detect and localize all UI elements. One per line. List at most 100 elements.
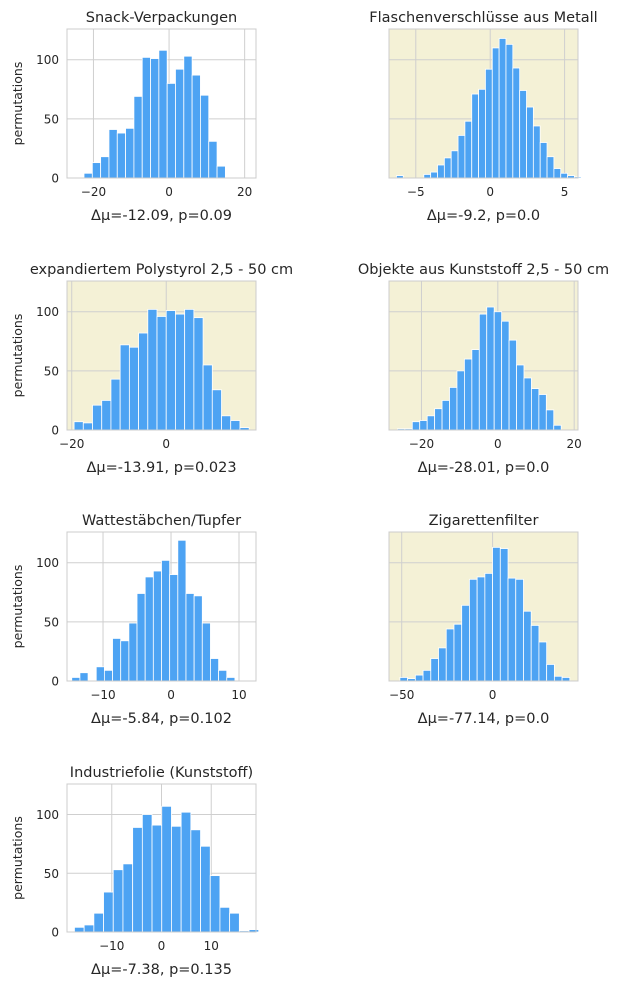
histogram-bar bbox=[101, 400, 112, 431]
histogram-bar bbox=[112, 638, 122, 682]
histogram-bar bbox=[132, 827, 143, 933]
histogram-bar bbox=[210, 658, 220, 682]
x-tick-label: 0 bbox=[167, 688, 175, 702]
histogram-bar bbox=[443, 157, 452, 179]
histogram-bar bbox=[147, 308, 158, 431]
histogram-bar bbox=[128, 622, 138, 682]
histogram-bar bbox=[229, 912, 240, 933]
histogram-bar bbox=[553, 424, 562, 431]
histogram-bar bbox=[476, 576, 486, 682]
histogram-bar bbox=[519, 90, 527, 179]
x-tick-label: 10 bbox=[231, 688, 246, 702]
x-tick-label: −20 bbox=[59, 437, 84, 451]
histogram-bar bbox=[116, 132, 126, 179]
x-tick-label: 5 bbox=[561, 185, 569, 199]
x-axis-label: Δμ=-9.2, p=0.0 bbox=[427, 208, 540, 224]
subplot-title: Snack-Verpackungen bbox=[86, 10, 237, 26]
x-tick-label: 10 bbox=[204, 939, 219, 953]
histogram-bar bbox=[175, 68, 185, 179]
x-tick-label: 0 bbox=[165, 185, 173, 199]
histogram-bar bbox=[546, 156, 555, 179]
histogram-bar bbox=[545, 409, 555, 431]
histogram-bar bbox=[430, 658, 439, 682]
y-tick-label: 50 bbox=[44, 364, 59, 378]
histogram-bar bbox=[508, 339, 517, 431]
subplot-7: Industriefolie (Kunststoff)−10 0 10050100p… bbox=[10, 765, 260, 978]
histogram-bar bbox=[180, 811, 192, 933]
histogram-bar bbox=[507, 577, 517, 682]
y-tick-label: 0 bbox=[51, 675, 59, 689]
histogram-bar bbox=[200, 94, 210, 179]
histogram-bar bbox=[209, 875, 221, 933]
histogram-bar bbox=[108, 129, 118, 179]
histogram-bar bbox=[221, 415, 232, 431]
histogram-bar bbox=[83, 924, 95, 933]
subplot-title: Flaschenverschlüsse aus Metall bbox=[369, 10, 597, 26]
histogram-bar bbox=[512, 67, 521, 179]
histogram-bar bbox=[501, 320, 510, 431]
histogram-bar bbox=[218, 669, 228, 682]
subplot-title: Objekte aus Kunststoff 2,5 - 50 cm bbox=[358, 262, 609, 278]
x-axis-label: Δμ=-13.91, p=0.023 bbox=[86, 460, 236, 476]
y-tick-label: 50 bbox=[44, 615, 59, 629]
y-axis-label: permutations bbox=[10, 816, 25, 900]
plot-frame bbox=[388, 531, 579, 682]
histogram-bar bbox=[125, 127, 135, 179]
histogram-bar bbox=[453, 623, 463, 682]
histogram-bar bbox=[133, 96, 143, 179]
x-tick-label: −20 bbox=[81, 185, 106, 199]
histogram-bar bbox=[526, 106, 534, 179]
histogram-bar bbox=[414, 674, 424, 682]
x-tick-label: −20 bbox=[409, 437, 434, 451]
x-tick-label: 20 bbox=[567, 437, 582, 451]
histogram-bar bbox=[200, 845, 211, 933]
histogram-bar bbox=[93, 912, 104, 933]
histogram-bar bbox=[411, 421, 421, 431]
x-axis-label: Δμ=-5.84, p=0.102 bbox=[91, 711, 232, 727]
histogram-bar bbox=[553, 168, 562, 179]
histogram-bar bbox=[103, 669, 113, 682]
histogram-bar bbox=[191, 74, 201, 179]
y-tick-label: 50 bbox=[44, 112, 59, 126]
histogram-bar bbox=[120, 640, 130, 682]
histogram-bar bbox=[95, 666, 105, 682]
histogram-bar bbox=[177, 539, 187, 682]
histogram-bar bbox=[499, 548, 509, 682]
y-axis-label: permutations bbox=[10, 62, 25, 146]
histogram-bar bbox=[158, 49, 168, 179]
histogram-bar bbox=[161, 559, 171, 682]
histogram-bar bbox=[437, 164, 445, 179]
y-tick-label: 0 bbox=[51, 172, 59, 186]
histogram-bar bbox=[515, 578, 524, 682]
histogram-bar bbox=[505, 43, 514, 179]
histogram-bar bbox=[211, 389, 222, 431]
plot-frame bbox=[66, 28, 257, 179]
histogram-bar bbox=[434, 408, 443, 431]
histogram-bar bbox=[553, 675, 563, 682]
histogram-bar bbox=[128, 346, 139, 431]
x-tick-label: −5 bbox=[407, 185, 425, 199]
histogram-bar bbox=[426, 415, 436, 431]
histogram-bar bbox=[485, 68, 493, 179]
histogram-bar bbox=[546, 664, 555, 682]
y-tick-label: 100 bbox=[36, 556, 59, 570]
histogram-bar bbox=[185, 593, 195, 682]
histogram-bar bbox=[450, 150, 459, 179]
histogram-bar bbox=[478, 313, 488, 431]
histogram-bar bbox=[169, 574, 179, 682]
subplot-title: Industriefolie (Kunststoff) bbox=[70, 765, 253, 781]
subplot-6: Zigarettenfilter −50 0 Δμ=-77.14, p=0.0 bbox=[388, 513, 579, 727]
histogram-bar bbox=[539, 142, 548, 179]
histogram-bar bbox=[219, 906, 231, 933]
histogram-bar bbox=[216, 165, 226, 179]
histogram-bar bbox=[532, 125, 541, 179]
subplot-5: Wattestäbchen/Tupfer−10 0 10050100permutat… bbox=[10, 513, 257, 727]
histogram-bar bbox=[516, 364, 525, 431]
x-axis-label: Δμ=-77.14, p=0.0 bbox=[418, 711, 550, 727]
histogram-bar bbox=[523, 610, 532, 682]
x-axis-label: Δμ=-7.38, p=0.135 bbox=[91, 962, 232, 978]
histogram-bar bbox=[478, 88, 486, 179]
histogram-bar bbox=[190, 829, 201, 933]
subplot-2: Flaschenverschlüsse aus Metall −5 0 5 Δμ=-9.… bbox=[369, 10, 597, 224]
